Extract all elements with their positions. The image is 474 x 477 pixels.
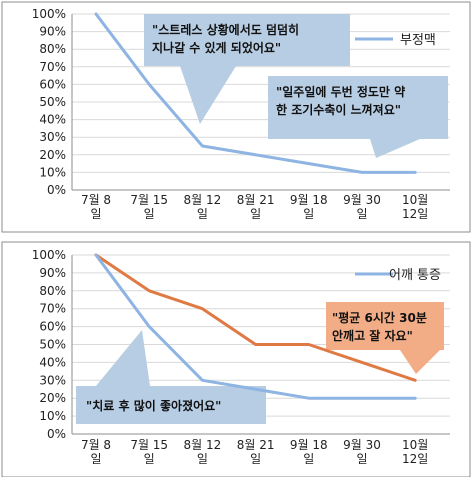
x-tick-label: 10월 12일	[402, 438, 428, 466]
y-tick-label: 90%	[39, 266, 66, 280]
x-tick-label: 10월 12일	[402, 193, 428, 221]
x-tick-label: 8월 12 일	[184, 193, 222, 221]
y-tick-label: 0%	[47, 427, 66, 441]
y-tick-label: 70%	[39, 60, 66, 74]
y-tick-label: 50%	[39, 95, 66, 109]
callout-pointer	[96, 330, 150, 386]
y-tick-label: 10%	[39, 409, 66, 423]
y-tick-label: 70%	[39, 302, 66, 316]
y-tick-label: 50%	[39, 338, 66, 352]
y-tick-label: 20%	[39, 148, 66, 162]
callout-text: "치료 후 많이 좋아졌어요"	[86, 398, 221, 413]
x-tick-label: 8월 21 일	[237, 193, 275, 221]
x-tick-label: 9월 18 일	[290, 438, 328, 466]
callout-text: "스트레스 상황에서도 덤덤히 지나갈 수 있게 되었어요"	[152, 22, 299, 55]
legend-label: 어깨 통증	[389, 268, 441, 283]
y-tick-label: 80%	[39, 284, 66, 298]
callout-1: "평균 6시간 30분 안깨고 잘 자요"	[326, 302, 444, 374]
x-tick-label: 8월 12 일	[184, 438, 222, 466]
callout-pointer	[180, 66, 236, 124]
y-tick-label: 100%	[32, 7, 66, 21]
callout-1: "스트레스 상황에서도 덤덤히 지나갈 수 있게 되었어요"	[144, 14, 350, 124]
callout-box	[76, 386, 266, 424]
y-tick-label: 80%	[39, 42, 66, 56]
x-tick-label: 7월 15 일	[130, 193, 168, 221]
x-tick-label: 9월 30 일	[343, 438, 381, 466]
series-line	[94, 253, 417, 382]
y-tick-label: 0%	[47, 183, 66, 197]
callout-box	[326, 302, 444, 350]
chart-panel-1: 0% 10% 20% 30% 40% 50% 60% 70% 80% 90% 100% 7월 8 일 7월…	[1, 1, 471, 233]
callout-box	[144, 14, 350, 66]
series-line	[94, 12, 417, 174]
y-tick-label: 40%	[39, 355, 66, 369]
y-tick-label: 100%	[32, 248, 66, 262]
y-tick-label: 40%	[39, 113, 66, 127]
x-tick-label: 8월 21 일	[237, 438, 275, 466]
y-tick-label: 10%	[39, 165, 66, 179]
y-tick-label: 30%	[39, 130, 66, 144]
chart-frame	[1, 241, 471, 477]
x-tick-label: 9월 30 일	[343, 193, 381, 221]
callout-text: "평균 6시간 30분 안깨고 잘 자요"	[332, 310, 427, 343]
y-tick-label: 60%	[39, 77, 66, 91]
y-tick-label: 90%	[39, 25, 66, 39]
callout-pointer	[400, 350, 440, 374]
y-tick-label: 20%	[39, 391, 66, 405]
callout-pointer	[370, 139, 420, 158]
legend-label: 부정맥	[400, 33, 436, 48]
callout-2: "치료 후 많이 좋아졌어요"	[76, 330, 266, 424]
x-tick-label: 7월 15 일	[130, 438, 168, 466]
series-line	[94, 253, 417, 400]
x-tick-label: 9월 18 일	[290, 193, 328, 221]
y-tick-label: 30%	[39, 373, 66, 387]
chart-panel-2: 0% 10% 20% 30% 40% 50% 60% 70% 80% 90% 100% 7월 8 일 7월…	[1, 241, 471, 477]
callout-box	[268, 76, 448, 139]
y-tick-label: 60%	[39, 320, 66, 334]
